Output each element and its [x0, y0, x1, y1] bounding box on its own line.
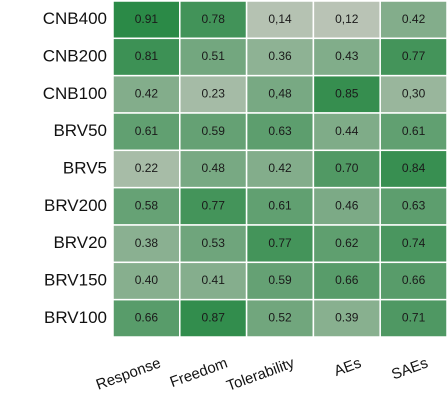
cell-value: 0.61	[402, 124, 426, 138]
cell-value: 0.52	[268, 311, 292, 325]
column-label: SAEs	[389, 355, 430, 384]
row-label: BRV150	[44, 270, 107, 289]
column-label: Tolerability	[224, 354, 297, 394]
row-label: BRV200	[44, 196, 107, 215]
cell-value: 0.61	[268, 199, 292, 213]
cell-value: 0.66	[135, 311, 159, 325]
heatmap-cell	[112, 224, 181, 264]
cell-value: 0.66	[402, 273, 426, 287]
cell-value: 0.58	[135, 199, 159, 213]
cell-value: 0.66	[335, 273, 359, 287]
heatmap-cell	[245, 149, 315, 189]
cell-value: 0.46	[335, 199, 359, 213]
heatmap-cell	[312, 112, 381, 152]
cell-value: 0.41	[202, 273, 226, 287]
heatmap-cell	[179, 112, 248, 152]
row-label: BRV50	[53, 121, 107, 140]
column-label: Freedom	[168, 355, 230, 392]
heatmap-cell	[112, 149, 181, 189]
row-label: BRV20	[53, 233, 107, 252]
row-label: BRV5	[63, 158, 107, 177]
cell-value: 0.62	[335, 236, 359, 250]
cell-value: 0.77	[402, 49, 426, 63]
cell-value: 0.40	[135, 273, 159, 287]
cell-value: 0.84	[402, 161, 426, 175]
row-label: CNB400	[43, 9, 107, 28]
heatmap-cell	[379, 298, 448, 338]
column-label: AEs	[332, 355, 364, 380]
heatmap-cell	[179, 298, 248, 338]
heatmap-cell	[179, 149, 248, 189]
cell-value: 0,14	[268, 12, 292, 26]
cell-value: 0.63	[268, 124, 292, 138]
cell-value: 0.42	[402, 12, 426, 26]
heatmap-cell	[312, 186, 381, 226]
cell-value: 0.70	[335, 161, 359, 175]
cell-value: 0.91	[135, 12, 159, 26]
cell-value: 0.48	[202, 161, 226, 175]
cell-value: 0.38	[135, 236, 159, 250]
row-label: CNB200	[43, 46, 107, 65]
column-label: Response	[94, 355, 163, 394]
heatmap-cell	[179, 0, 248, 40]
heatmap-cell	[112, 37, 181, 77]
cell-value: 0.39	[335, 311, 359, 325]
cell-value: 0.43	[335, 49, 359, 63]
cell-value: 0.42	[135, 87, 159, 101]
row-label: BRV100	[44, 308, 107, 327]
cell-value: 0.63	[402, 199, 426, 213]
cell-value: 0.87	[202, 311, 226, 325]
heatmap-cell	[179, 261, 248, 301]
heatmap-cell	[112, 298, 181, 338]
heatmap-cell	[245, 37, 315, 77]
cell-value: 0.77	[268, 236, 292, 250]
cell-value: 0.23	[202, 87, 226, 101]
cell-value: 0.59	[202, 124, 226, 138]
cell-value: 0.44	[335, 124, 359, 138]
cell-value: 0,48	[268, 87, 292, 101]
cell-value: 0.74	[402, 236, 426, 250]
row-label: CNB100	[43, 84, 107, 103]
cell-value: 0,12	[335, 12, 359, 26]
cell-value: 0.36	[268, 49, 292, 63]
heatmap-cell	[179, 74, 248, 114]
cell-value: 0.51	[202, 49, 226, 63]
heatmap-cell	[112, 112, 181, 152]
heatmap-cell	[179, 186, 248, 226]
cell-value: 0.81	[135, 49, 159, 63]
cell-value: 0,30	[402, 87, 426, 101]
heatmap-cell	[112, 261, 181, 301]
cell-value: 0.42	[268, 161, 292, 175]
cell-value: 0.53	[202, 236, 226, 250]
heatmap-cell	[379, 112, 448, 152]
cell-value: 0.61	[135, 124, 159, 138]
heatmap-cell	[312, 74, 381, 114]
cell-value: 0.85	[335, 87, 359, 101]
cell-value: 0.59	[268, 273, 292, 287]
heatmap-cell	[379, 37, 448, 77]
cell-value: 0.22	[135, 161, 159, 175]
cell-value: 0.78	[202, 12, 226, 26]
heatmap-cell	[112, 0, 181, 40]
cell-value: 0.77	[202, 199, 226, 213]
heatmap-cell	[379, 186, 448, 226]
cell-value: 0.71	[402, 311, 426, 325]
